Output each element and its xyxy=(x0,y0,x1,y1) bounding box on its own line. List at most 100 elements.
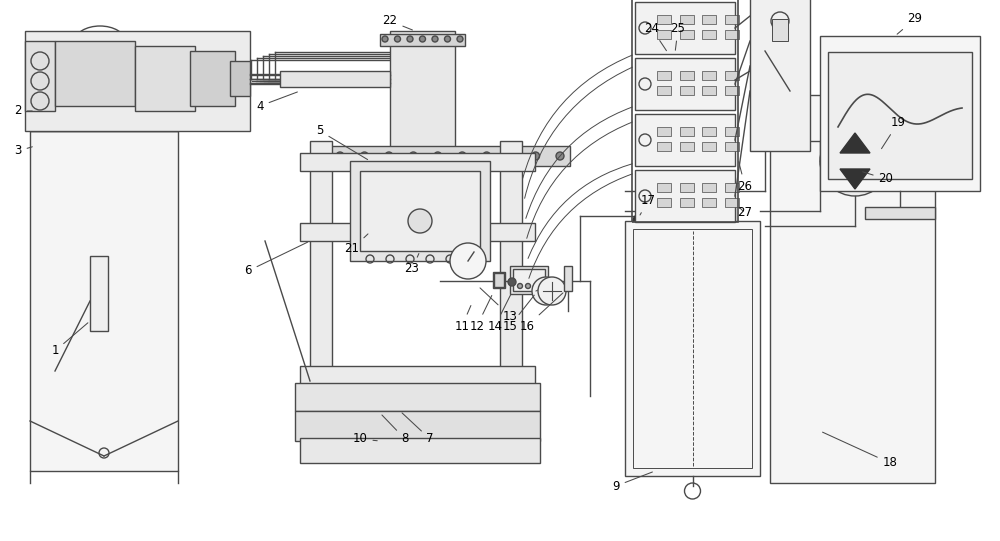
Polygon shape xyxy=(840,169,870,189)
Text: 9: 9 xyxy=(612,472,652,492)
Bar xyxy=(657,198,671,207)
Bar xyxy=(725,183,739,192)
Circle shape xyxy=(633,214,647,228)
Bar xyxy=(680,142,694,151)
Bar xyxy=(650,201,735,221)
Text: 25: 25 xyxy=(671,23,685,50)
Bar xyxy=(55,41,135,106)
Bar xyxy=(410,151,435,241)
Bar xyxy=(360,171,480,251)
Bar xyxy=(280,71,390,87)
Text: 27: 27 xyxy=(738,207,753,220)
Bar xyxy=(702,183,716,192)
Text: 18: 18 xyxy=(823,432,897,470)
Bar xyxy=(635,58,735,110)
Text: 19: 19 xyxy=(882,116,906,149)
Text: 21: 21 xyxy=(344,234,368,255)
Bar xyxy=(90,256,108,331)
Bar xyxy=(828,52,972,179)
Text: 16: 16 xyxy=(520,293,563,333)
Bar xyxy=(702,71,716,80)
Text: 13: 13 xyxy=(480,288,517,322)
Bar xyxy=(300,438,540,463)
Bar xyxy=(680,183,694,192)
Bar xyxy=(657,71,671,80)
Bar xyxy=(513,269,545,291)
Text: 11: 11 xyxy=(454,306,471,333)
Bar xyxy=(725,71,739,80)
Bar xyxy=(510,266,548,294)
Bar xyxy=(680,127,694,136)
Bar xyxy=(564,266,572,291)
Bar xyxy=(493,272,505,288)
Circle shape xyxy=(450,243,486,279)
Bar xyxy=(725,30,739,39)
Circle shape xyxy=(538,277,566,305)
Circle shape xyxy=(444,36,450,42)
Text: 15: 15 xyxy=(503,295,534,333)
Bar xyxy=(135,46,195,111)
Bar xyxy=(657,30,671,39)
Text: 4: 4 xyxy=(256,92,297,113)
Bar xyxy=(633,229,752,468)
Bar xyxy=(680,71,694,80)
Bar xyxy=(190,51,235,106)
Circle shape xyxy=(457,36,463,42)
Bar xyxy=(702,198,716,207)
Text: 5: 5 xyxy=(316,124,368,160)
Text: 17: 17 xyxy=(640,195,656,215)
Bar xyxy=(30,131,178,471)
Text: 1: 1 xyxy=(51,323,88,358)
Bar xyxy=(635,170,735,222)
Circle shape xyxy=(534,283,538,288)
Bar xyxy=(680,198,694,207)
Bar xyxy=(725,86,739,95)
Bar xyxy=(494,273,504,287)
Circle shape xyxy=(434,152,442,160)
Bar xyxy=(300,366,535,386)
Bar xyxy=(500,141,522,381)
Circle shape xyxy=(483,152,491,160)
Bar xyxy=(30,101,178,131)
Circle shape xyxy=(360,152,368,160)
Bar xyxy=(330,146,570,166)
Bar xyxy=(702,127,716,136)
Circle shape xyxy=(336,152,344,160)
Circle shape xyxy=(507,152,515,160)
Bar xyxy=(702,30,716,39)
Text: 26: 26 xyxy=(738,162,753,193)
Circle shape xyxy=(532,277,560,305)
Bar xyxy=(295,411,540,441)
Bar xyxy=(230,61,250,96)
Polygon shape xyxy=(840,133,870,153)
Text: 12: 12 xyxy=(470,295,492,333)
Bar xyxy=(300,153,535,171)
Bar xyxy=(820,36,980,191)
Circle shape xyxy=(409,152,417,160)
Bar xyxy=(390,31,455,151)
Circle shape xyxy=(508,278,516,286)
Text: 20: 20 xyxy=(863,172,893,186)
Bar xyxy=(625,221,760,476)
Text: 10: 10 xyxy=(353,432,377,445)
Circle shape xyxy=(385,152,393,160)
Text: 6: 6 xyxy=(244,242,308,278)
Bar xyxy=(725,142,739,151)
Bar xyxy=(725,15,739,24)
Text: 3: 3 xyxy=(14,144,32,157)
Bar xyxy=(657,142,671,151)
Bar xyxy=(635,114,735,166)
Circle shape xyxy=(394,36,400,42)
Bar xyxy=(702,15,716,24)
Circle shape xyxy=(526,283,530,288)
Bar xyxy=(657,15,671,24)
Text: 14: 14 xyxy=(488,294,511,333)
Bar xyxy=(25,41,55,111)
Bar xyxy=(657,127,671,136)
Text: 7: 7 xyxy=(402,413,434,445)
Bar xyxy=(680,86,694,95)
Bar xyxy=(380,34,465,46)
Circle shape xyxy=(458,152,466,160)
Text: 24: 24 xyxy=(644,23,666,51)
Bar xyxy=(865,207,935,219)
